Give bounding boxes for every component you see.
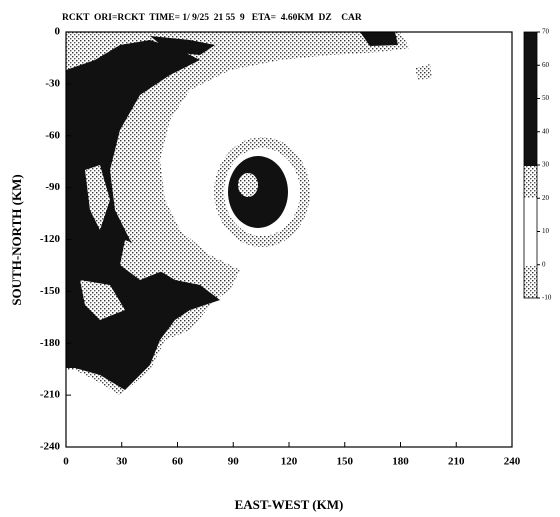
x-tick-label: 30 [116,456,128,468]
chart-title: RCKT ORI=RCKT TIME= 1/ 9/25 21 55 9 ETA=… [62,13,362,23]
colorbar-tick-label: 70 [542,28,550,36]
colorbar-tick-label: 30 [542,161,550,169]
colorbar-tick-label: 40 [542,127,550,135]
y-axis-label: SOUTH-NORTH (KM) [9,174,24,305]
y-tick-label: -60 [45,129,60,141]
x-tick-label: 0 [63,456,69,468]
colorbar-tick-label: 60 [542,61,550,69]
x-tick-label: 210 [448,456,465,468]
colorbar [523,31,538,299]
x-tick-label: 240 [504,456,521,468]
y-tick-label: -30 [45,77,60,89]
y-tick-label: -120 [40,233,61,245]
x-tick-label: 150 [337,456,354,468]
y-tick-label: -210 [40,389,61,401]
y-tick-label: -180 [40,337,61,349]
colorbar-tick-label: -10 [542,294,552,302]
colorbar-tick-label: 50 [542,94,550,102]
x-tick-label: 90 [228,456,240,468]
y-tick-label: -90 [45,181,60,193]
x-tick-label: 60 [172,456,184,468]
echo-field [66,32,432,395]
colorbar-tick-label: 0 [542,260,546,268]
y-tick-label: 0 [55,26,61,38]
x-axis-label: EAST-WEST (KM) [235,497,344,512]
colorbar-tick-label: 10 [542,227,550,235]
y-tick-label: -240 [40,441,61,453]
x-tick-label: 120 [281,456,298,468]
colorbar-tick-label: 20 [542,194,550,202]
x-tick-label: 180 [392,456,409,468]
y-tick-label: -150 [40,285,61,297]
